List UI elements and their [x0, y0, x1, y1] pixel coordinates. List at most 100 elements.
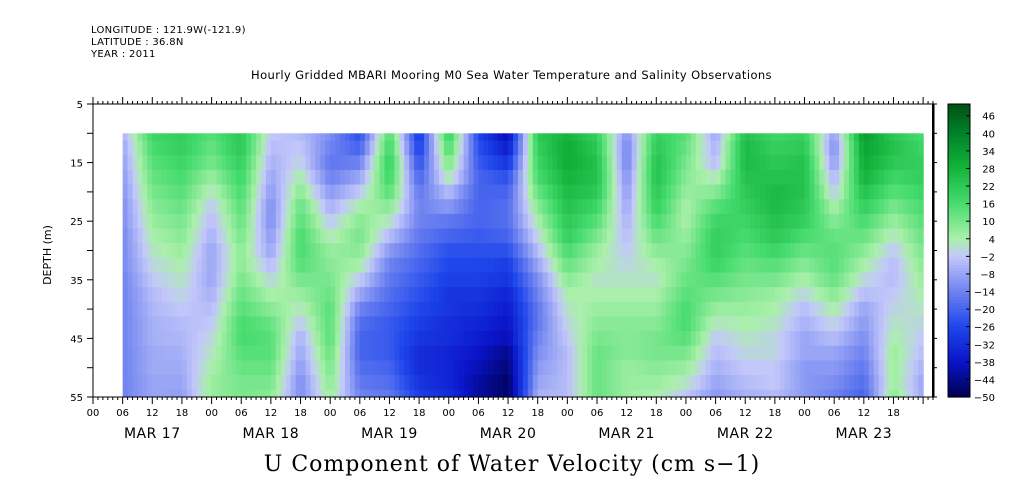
- heatmap-cell: [799, 243, 806, 259]
- heatmap-cell: [839, 199, 845, 215]
- heatmap-cell: [784, 228, 791, 244]
- heatmap-cell: [354, 375, 361, 391]
- heatmap-cell: [804, 140, 811, 156]
- heatmap-cell: [226, 389, 232, 398]
- heatmap-cell: [310, 287, 316, 303]
- colorbar-swatch: [948, 379, 970, 383]
- heatmap-cell: [794, 257, 801, 274]
- heatmap-cell: [335, 360, 341, 376]
- heatmap-cell: [883, 331, 890, 347]
- heatmap-cell: [167, 316, 173, 332]
- heatmap-cell: [720, 360, 727, 376]
- heatmap-cell: [498, 389, 504, 398]
- heatmap-cell: [290, 316, 297, 332]
- heatmap-cell: [177, 199, 183, 215]
- heatmap-cell: [330, 272, 336, 288]
- heatmap-cell: [849, 360, 855, 376]
- heatmap-cell: [191, 184, 198, 200]
- heatmap-cell: [898, 316, 904, 332]
- heatmap-cell: [473, 301, 480, 318]
- heatmap-cell: [517, 140, 524, 156]
- heatmap-cell: [522, 272, 529, 288]
- heatmap-cell: [404, 133, 410, 142]
- heatmap-cell: [819, 345, 825, 361]
- heatmap-cell: [537, 133, 544, 142]
- colorbar-swatch: [948, 335, 970, 339]
- heatmap-cell: [621, 301, 628, 318]
- x-hour-label: 12: [620, 408, 633, 419]
- heatmap-cell: [177, 331, 183, 347]
- heatmap-cell: [903, 133, 909, 142]
- colorbar-swatch: [948, 118, 970, 123]
- heatmap-cell: [177, 316, 183, 332]
- heatmap-cell: [325, 140, 331, 156]
- heatmap-cell: [221, 228, 228, 244]
- heatmap-cell: [844, 301, 850, 318]
- heatmap-cell: [256, 331, 262, 347]
- heatmap-cell: [878, 301, 885, 318]
- heatmap-cell: [893, 243, 900, 259]
- heatmap-cell: [379, 199, 386, 215]
- heatmap-cell: [142, 360, 148, 376]
- heatmap-cell: [542, 287, 549, 303]
- heatmap-cell: [399, 257, 405, 274]
- heatmap-cell: [893, 199, 900, 215]
- heatmap-cell: [606, 257, 613, 274]
- heatmap-cell: [206, 331, 213, 347]
- heatmap-cell: [488, 272, 494, 288]
- heatmap-cell: [325, 213, 331, 230]
- heatmap-cell: [216, 213, 223, 230]
- heatmap-cell: [572, 133, 578, 142]
- heatmap-cell: [211, 140, 218, 156]
- heatmap-cell: [251, 140, 257, 156]
- heatmap-cell: [364, 389, 371, 398]
- heatmap-cell: [463, 133, 470, 142]
- heatmap-cell: [157, 331, 163, 347]
- heatmap-cell: [666, 287, 672, 303]
- heatmap-cell: [359, 155, 366, 171]
- heatmap-cell: [873, 184, 880, 200]
- heatmap-cell: [172, 389, 178, 398]
- heatmap-cell: [863, 228, 870, 244]
- heatmap-cell: [270, 169, 277, 186]
- heatmap-cell: [537, 272, 544, 288]
- heatmap-cell: [265, 272, 272, 288]
- heatmap-cell: [765, 360, 771, 376]
- heatmap-cell: [547, 272, 554, 288]
- heatmap-cell: [186, 360, 193, 376]
- heatmap-cell: [814, 345, 820, 361]
- heatmap-cell: [858, 389, 865, 398]
- heatmap-cell: [181, 375, 188, 391]
- heatmap-cell: [582, 375, 588, 391]
- heatmap-cell: [676, 133, 682, 142]
- heatmap-cell: [468, 301, 475, 318]
- heatmap-cell: [863, 375, 870, 391]
- heatmap-cell: [275, 133, 282, 142]
- heatmap-cell: [142, 257, 148, 274]
- heatmap-cell: [661, 257, 667, 274]
- heatmap-cell: [488, 316, 494, 332]
- heatmap-cell: [196, 375, 203, 391]
- heatmap-cell: [132, 257, 139, 274]
- heatmap-cell: [814, 133, 820, 142]
- heatmap-cell: [542, 272, 549, 288]
- heatmap-cell: [522, 375, 529, 391]
- heatmap-cell: [656, 287, 662, 303]
- heatmap-cell: [433, 199, 440, 215]
- heatmap-cell: [918, 133, 924, 142]
- heatmap-cell: [458, 287, 465, 303]
- heatmap-cell: [320, 375, 326, 391]
- heatmap-cell: [656, 272, 662, 288]
- heatmap-cell: [844, 213, 850, 230]
- heatmap-cell: [873, 345, 880, 361]
- heatmap-cell: [433, 331, 440, 347]
- heatmap-cell: [404, 213, 410, 230]
- heatmap-cell: [898, 133, 904, 142]
- heatmap-cell: [592, 360, 598, 376]
- heatmap-cell: [725, 301, 732, 318]
- heatmap-cell: [201, 169, 208, 186]
- heatmap-cell: [443, 360, 450, 376]
- heatmap-cell: [419, 316, 425, 332]
- heatmap-cell: [562, 389, 568, 398]
- heatmap-cell: [636, 228, 643, 244]
